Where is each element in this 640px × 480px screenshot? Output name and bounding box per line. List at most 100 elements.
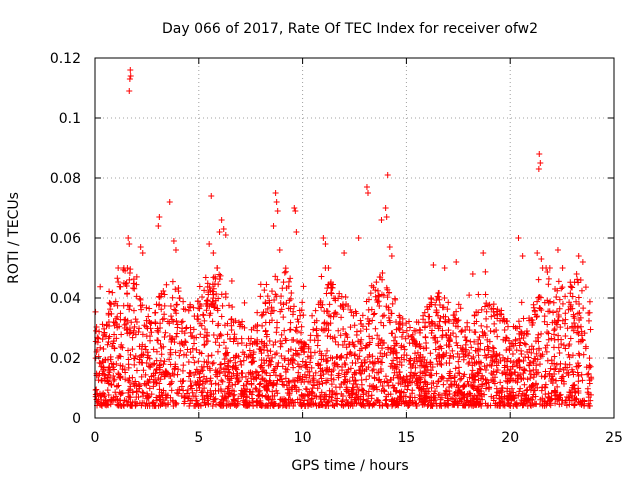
data-point bbox=[160, 288, 167, 295]
data-point bbox=[574, 363, 581, 370]
data-point bbox=[254, 309, 261, 316]
data-point bbox=[273, 199, 280, 205]
data-point bbox=[503, 318, 510, 325]
data-point bbox=[171, 306, 178, 313]
data-point bbox=[267, 372, 274, 379]
data-point bbox=[387, 349, 394, 356]
data-point bbox=[150, 346, 157, 353]
data-point bbox=[139, 250, 146, 256]
data-point bbox=[256, 346, 263, 353]
data-point bbox=[164, 392, 171, 399]
data-point bbox=[110, 366, 117, 373]
data-point bbox=[343, 355, 350, 362]
data-point bbox=[575, 330, 582, 337]
data-point bbox=[541, 318, 548, 325]
data-point bbox=[586, 298, 593, 305]
data-point bbox=[569, 368, 576, 375]
data-point bbox=[466, 359, 473, 366]
data-point bbox=[513, 347, 520, 354]
data-point bbox=[431, 394, 438, 401]
data-point bbox=[156, 294, 163, 301]
data-point bbox=[100, 390, 107, 397]
data-point bbox=[271, 392, 278, 399]
data-point bbox=[346, 350, 353, 357]
data-point bbox=[534, 250, 541, 256]
data-point bbox=[535, 276, 542, 283]
data-point bbox=[239, 323, 246, 330]
data-point bbox=[316, 393, 323, 400]
data-point bbox=[281, 355, 288, 362]
data-point bbox=[206, 241, 213, 247]
data-point bbox=[536, 305, 543, 312]
data-point bbox=[458, 398, 465, 405]
data-point bbox=[328, 394, 335, 401]
data-point bbox=[104, 341, 111, 348]
data-point bbox=[575, 338, 582, 345]
data-point bbox=[99, 358, 106, 365]
data-point bbox=[498, 307, 505, 314]
data-point bbox=[99, 336, 106, 343]
data-point bbox=[310, 326, 317, 333]
data-point bbox=[267, 379, 274, 386]
y-tick-label: 0.06 bbox=[50, 231, 81, 247]
data-point bbox=[106, 323, 113, 330]
data-point bbox=[462, 334, 469, 341]
data-point bbox=[521, 381, 528, 388]
data-point bbox=[262, 309, 269, 316]
data-point bbox=[370, 311, 377, 318]
data-point bbox=[343, 396, 350, 403]
data-point bbox=[301, 378, 308, 385]
data-point bbox=[254, 399, 261, 406]
data-point bbox=[172, 349, 179, 356]
data-point bbox=[444, 395, 451, 402]
data-point bbox=[424, 303, 431, 310]
data-point bbox=[208, 381, 215, 388]
data-point bbox=[378, 217, 385, 223]
data-point bbox=[575, 378, 582, 385]
data-point bbox=[420, 345, 427, 352]
data-point bbox=[145, 393, 152, 400]
data-point bbox=[558, 285, 565, 292]
data-point bbox=[193, 346, 200, 353]
data-point bbox=[259, 375, 266, 382]
data-point bbox=[384, 402, 391, 409]
data-point bbox=[213, 401, 220, 408]
data-point bbox=[115, 402, 122, 409]
data-point bbox=[238, 361, 245, 368]
data-point bbox=[157, 357, 164, 364]
data-point bbox=[406, 324, 413, 331]
data-point bbox=[398, 333, 405, 340]
data-point bbox=[580, 351, 587, 358]
data-point bbox=[156, 386, 163, 393]
data-point bbox=[396, 326, 403, 333]
data-point bbox=[544, 268, 551, 275]
data-point bbox=[470, 385, 477, 392]
data-point bbox=[574, 369, 581, 376]
data-point bbox=[538, 353, 545, 360]
data-point bbox=[312, 307, 319, 314]
data-point bbox=[371, 310, 378, 317]
data-point bbox=[130, 285, 137, 292]
data-point bbox=[349, 384, 356, 391]
data-point bbox=[205, 291, 212, 298]
data-point bbox=[418, 374, 425, 381]
data-point bbox=[452, 365, 459, 372]
data-point bbox=[384, 294, 391, 301]
data-point bbox=[363, 342, 370, 349]
data-point bbox=[229, 304, 236, 311]
data-point bbox=[389, 330, 396, 337]
data-point bbox=[295, 369, 302, 376]
data-point bbox=[509, 363, 516, 370]
data-point bbox=[255, 392, 262, 399]
data-point bbox=[455, 358, 462, 365]
data-point bbox=[538, 256, 545, 262]
data-point bbox=[124, 265, 131, 271]
data-point bbox=[323, 325, 330, 332]
chart-title: Day 066 of 2017, Rate Of TEC Index for r… bbox=[162, 21, 538, 37]
data-point bbox=[309, 312, 316, 319]
data-point bbox=[567, 303, 574, 310]
data-point bbox=[146, 402, 153, 409]
data-point bbox=[216, 229, 223, 235]
data-point bbox=[513, 401, 520, 408]
data-point bbox=[190, 393, 197, 400]
